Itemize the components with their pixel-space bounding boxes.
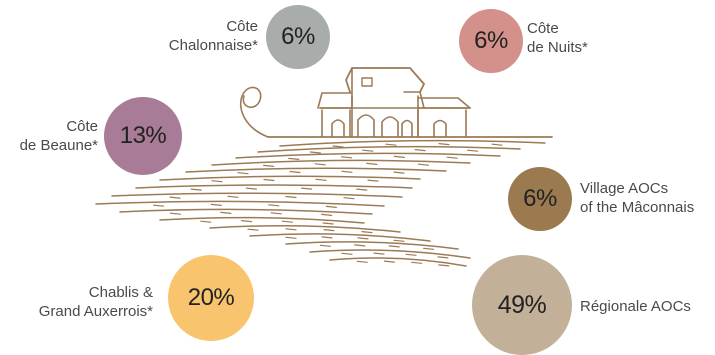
village-maconnais-bubble: 6% [508, 167, 572, 231]
vineyard-row [135, 184, 413, 189]
vineyard-row [159, 216, 365, 224]
cote-de-beaune-value-label: 13% [119, 122, 167, 149]
cote-chalonnaise-label-line: Chalonnaise* [168, 37, 258, 54]
vineyard-row [257, 145, 521, 153]
vineyard-row [249, 233, 431, 242]
regionale-value-label: 49% [497, 290, 547, 319]
vineyard-row [309, 249, 471, 259]
chateau-window [433, 119, 447, 138]
cote-chalonnaise-label-line: Côte [226, 18, 258, 35]
cote-de-nuits-label-line: Côte [527, 20, 559, 37]
regionale-label-line: Régionale AOCs [580, 298, 691, 315]
cote-de-nuits-bubble: 6% [459, 9, 523, 73]
chablis-auxerrois-bubble: 20% [168, 255, 254, 341]
chateau-door [381, 116, 399, 138]
cote-chalonnaise-bubble: 6% [266, 5, 330, 69]
chateau-roof [345, 67, 425, 93]
chablis-auxerrois-label-line: Chablis & [88, 284, 153, 301]
cote-de-beaune-label-line: de Beaune* [19, 137, 98, 154]
chablis-auxerrois-label: Chablis & Grand Auxerrois* [39, 283, 153, 321]
vineyard-row [95, 200, 385, 207]
cote-de-beaune-label-line: Côte [66, 118, 98, 135]
vineyard-row [329, 257, 467, 267]
regionale-label: Régionale AOCs [580, 297, 691, 316]
village-maconnais-label-line: Village AOCs [580, 180, 669, 197]
vineyard-row [159, 175, 421, 181]
village-maconnais-label: Village AOCs of the Mâconnais [580, 179, 694, 217]
chablis-auxerrois-label-line: Grand Auxerrois* [38, 303, 153, 320]
village-maconnais-value-label: 6% [523, 185, 557, 212]
vine-curl [239, 86, 269, 138]
village-maconnais-label-line: of the Mâconnais [580, 199, 695, 216]
regionale-bubble: 49% [472, 255, 572, 355]
cote-de-nuits-value-label: 6% [474, 27, 508, 54]
chateau-door [357, 114, 375, 138]
vineyard-row [285, 241, 459, 250]
cote-chalonnaise-value-label: 6% [281, 23, 315, 50]
cote-chalonnaise-label: Côte Chalonnaise* [169, 17, 258, 55]
vineyard-row [111, 192, 403, 198]
cote-de-nuits-label-line: de Nuits* [527, 39, 588, 56]
vineyard-row [185, 167, 447, 173]
vineyard-row [211, 159, 471, 166]
chablis-auxerrois-value-label: 20% [187, 284, 235, 311]
cote-de-beaune-label: Côte de Beaune* [20, 117, 98, 155]
chateau-window [331, 119, 345, 138]
chateau-window [401, 119, 413, 138]
vineyard-row [235, 152, 501, 159]
vineyard-row [209, 225, 401, 233]
cote-de-nuits-label: Côte de Nuits* [527, 19, 588, 57]
vineyard-row [279, 139, 546, 147]
cote-de-beaune-bubble: 13% [104, 97, 182, 175]
vineyard-row [119, 208, 373, 215]
